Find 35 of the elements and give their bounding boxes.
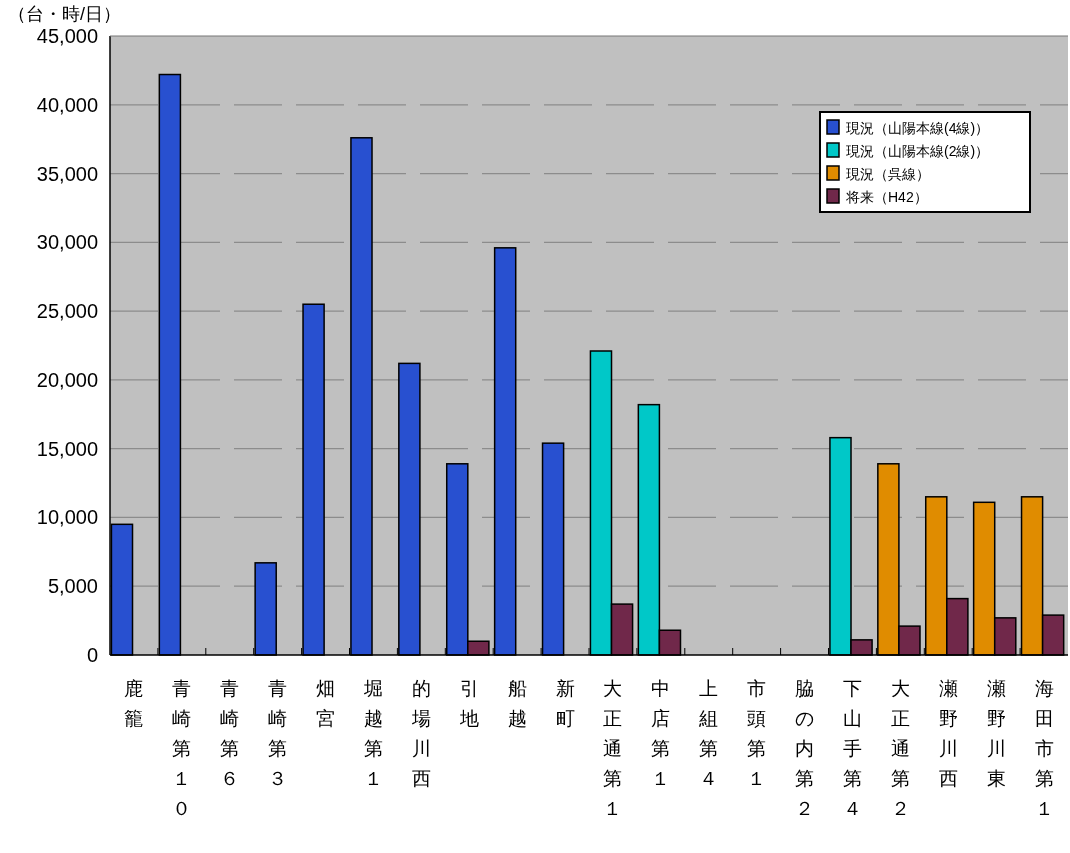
x-tick-label: 瀬野川西 <box>938 678 958 789</box>
y-tick-label: 10,000 <box>36 506 98 529</box>
x-tick-label: 市頭第１ <box>747 678 767 789</box>
x-tick-label: 大正通第２ <box>890 678 910 819</box>
legend-label: 現況（呉線） <box>846 166 930 182</box>
y-tick-label: 40,000 <box>36 93 98 116</box>
x-tick-label: 鹿籠 <box>124 678 144 729</box>
x-tick-label: 青崎第６ <box>220 678 240 789</box>
x-tick-label: 船越 <box>507 678 527 729</box>
legend-label: 現況（山陽本線(4線)） <box>846 120 990 136</box>
legend-label: 将来（H42） <box>845 189 928 205</box>
y-tick-label: 45,000 <box>36 25 98 47</box>
x-tick-label: 新町 <box>555 678 575 729</box>
y-tick-label: 15,000 <box>36 437 98 460</box>
x-tick-label: 的場川西 <box>410 678 431 789</box>
y-tick-label: 25,000 <box>36 300 98 323</box>
y-tick-label: 5,000 <box>47 575 98 598</box>
x-tick-label: 中店第１ <box>651 678 671 789</box>
y-axis-title: （台・時/日） <box>8 4 122 24</box>
x-tick-label: 下山手第４ <box>842 678 862 819</box>
x-tick-label: 青崎第３ <box>268 678 288 789</box>
x-tick-label: 畑宮 <box>316 678 336 729</box>
y-tick-label: 35,000 <box>36 162 98 185</box>
x-tick-label: 瀬野川東 <box>986 678 1006 789</box>
x-tick-label: 脇の内第２ <box>795 678 815 819</box>
x-tick-label: 上組第４ <box>698 678 719 789</box>
y-tick-label: 20,000 <box>36 368 98 391</box>
x-tick-label: 引地 <box>458 678 479 729</box>
x-tick-label: 堀越第１ <box>362 678 383 789</box>
y-tick-label: 0 <box>86 644 98 666</box>
x-tick-label: 海田市第１ <box>1034 678 1054 819</box>
y-tick-label: 30,000 <box>36 231 98 254</box>
x-tick-label: 青崎第１０ <box>172 678 192 819</box>
x-tick-label: 大正通第１ <box>603 678 623 819</box>
legend-label: 現況（山陽本線(2線)） <box>846 143 990 159</box>
